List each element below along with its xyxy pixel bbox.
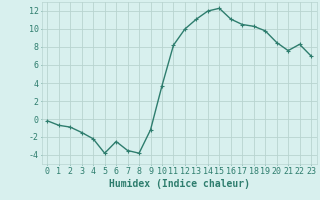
X-axis label: Humidex (Indice chaleur): Humidex (Indice chaleur)	[109, 179, 250, 189]
